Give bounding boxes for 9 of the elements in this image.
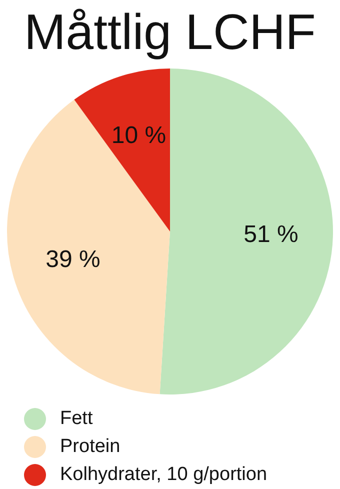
legend-label: Fett bbox=[60, 408, 93, 430]
data-label: 51 % bbox=[244, 221, 298, 248]
legend-label: Kolhydrater, 10 g/portion bbox=[60, 464, 268, 486]
pie-slice bbox=[7, 100, 170, 394]
chart-title: Måttlig LCHF bbox=[23, 3, 317, 62]
data-label: 10 % bbox=[111, 122, 166, 149]
data-label: 39 % bbox=[46, 246, 100, 274]
pie-slice bbox=[74, 68, 170, 232]
legend-label: Protein bbox=[60, 436, 120, 458]
